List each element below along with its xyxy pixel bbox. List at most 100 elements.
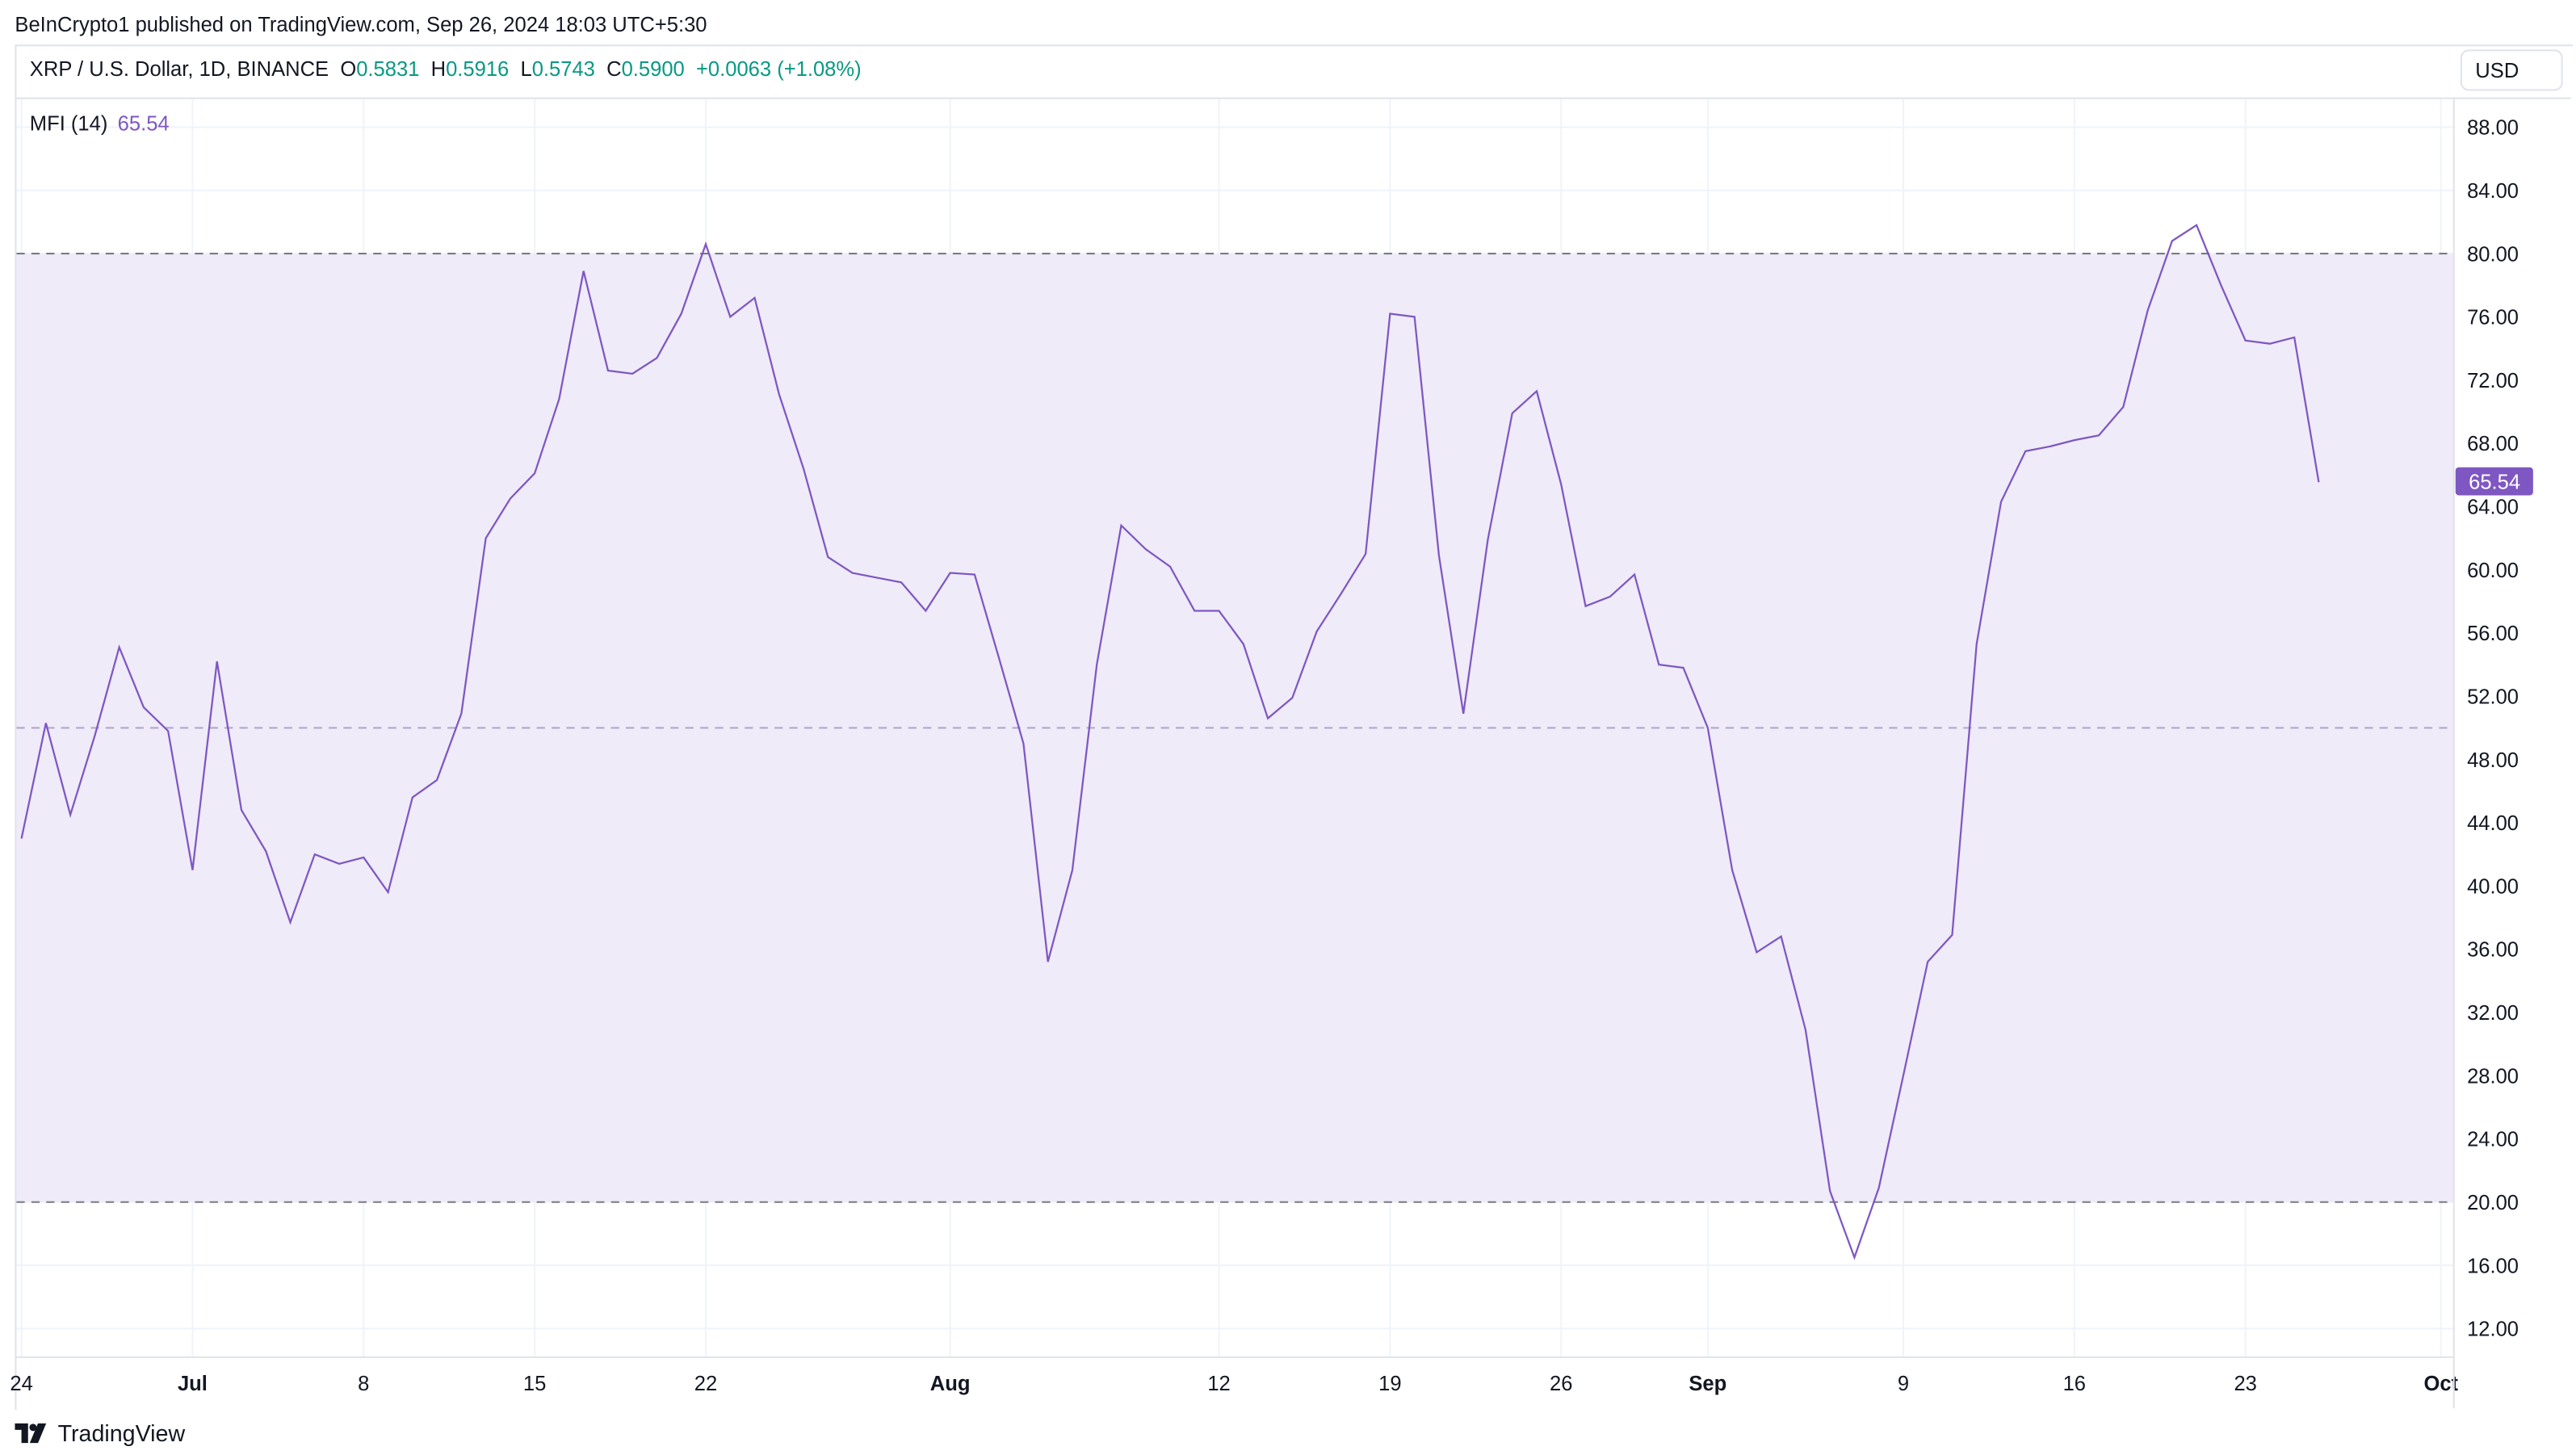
high-label: H — [430, 57, 447, 82]
mfi-point — [2244, 339, 2247, 342]
y-tick-label: 88.00 — [2467, 117, 2519, 140]
mfi-point — [1144, 547, 1147, 551]
x-tick-label: 12 — [1207, 1373, 1230, 1395]
mfi-point — [1462, 712, 1465, 715]
mfi-point — [1877, 1186, 1881, 1189]
y-tick-label: 16.00 — [2467, 1255, 2519, 1277]
mfi-point — [2293, 336, 2296, 339]
mfi-point — [2121, 405, 2125, 409]
mfi-point — [753, 296, 756, 300]
mfi-point — [924, 609, 927, 612]
mfi-point — [411, 796, 414, 799]
mfi-point — [2317, 480, 2320, 484]
mfi-point — [1657, 663, 1660, 666]
symbol-title[interactable]: XRP / U.S. Dollar, 1D, BINANCE — [29, 57, 329, 82]
mfi-point — [288, 920, 292, 924]
mfi-point — [2268, 342, 2272, 346]
mfi-point — [1731, 869, 1734, 872]
mfi-point — [240, 808, 243, 811]
tradingview-logo-icon — [15, 1423, 47, 1444]
currency-button[interactable]: USD — [2460, 49, 2563, 91]
axis-ticks: 88.00 84.00 80.00 76.00 72.00 68.00 64.00 60.00… — [10, 117, 2519, 1395]
brand-name: TradingView — [57, 1419, 186, 1447]
mfi-series-line — [20, 224, 2320, 1260]
y-tick-label: 40.00 — [2467, 875, 2519, 898]
change-value: +0.0063 (+1.08%) — [695, 57, 862, 82]
mfi-point — [1047, 960, 1050, 963]
y-tick-label: 48.00 — [2467, 749, 2519, 772]
mfi-point — [313, 853, 317, 856]
mfi-point — [1193, 609, 1196, 612]
mfi-point — [1290, 696, 1294, 699]
mfi-point — [338, 862, 341, 866]
mfi-point — [1559, 483, 1563, 486]
mfi-point — [631, 372, 634, 375]
mfi-point — [118, 646, 121, 649]
mfi-point — [20, 837, 23, 840]
indicator-value: 65.54 — [117, 112, 170, 136]
mfi-point — [1486, 538, 1489, 541]
y-tick-label: 44.00 — [2467, 812, 2519, 835]
y-tick-label: 68.00 — [2467, 433, 2519, 455]
mfi-point — [485, 536, 488, 539]
publish-info: BeInCrypto1 published on TradingView.com… — [15, 13, 707, 36]
mfi-point — [44, 721, 48, 724]
mfi-point — [851, 572, 854, 575]
open-label: O — [340, 57, 357, 82]
y-tick-label: 76.00 — [2467, 307, 2519, 329]
y-tick-label: 20.00 — [2467, 1192, 2519, 1214]
mfi-point — [93, 734, 96, 737]
low-label: L — [520, 57, 532, 82]
mfi-point — [1706, 726, 1710, 729]
symbol-legend: XRP / U.S. Dollar, 1D, BINANCE O0.5831 H… — [30, 58, 862, 82]
x-tick-label: Aug — [930, 1373, 971, 1395]
x-tick-label: 16 — [2063, 1373, 2086, 1395]
tradingview-logo[interactable]: TradingView — [15, 1419, 186, 1447]
mfi-point — [582, 270, 585, 273]
mfi-point — [1828, 1189, 1831, 1193]
x-tick-label: 26 — [1550, 1373, 1572, 1395]
indicator-legend[interactable]: MFI (14) 65.54 — [30, 112, 170, 136]
mfi-point — [2146, 309, 2150, 312]
mfi-point — [1242, 643, 1245, 646]
mfi-point — [1071, 869, 1074, 872]
mfi-point — [802, 467, 805, 470]
close-label: C — [606, 57, 622, 82]
mfi-point — [1315, 630, 1319, 633]
y-tick-label: 72.00 — [2467, 370, 2519, 392]
mfi-point — [142, 706, 145, 709]
mfi-point — [1950, 933, 1953, 937]
y-tick-label: 84.00 — [2467, 180, 2519, 203]
y-tick-label: 64.00 — [2467, 497, 2519, 519]
last-value-badge — [2455, 467, 2533, 496]
mfi-point — [2171, 239, 2174, 242]
mfi-point — [1119, 524, 1122, 527]
x-tick-label: 24 — [10, 1373, 32, 1395]
mfi-point — [1975, 643, 1978, 646]
mfi-point — [2097, 434, 2100, 437]
mfi-point — [2195, 224, 2198, 227]
mfi-point — [1902, 1074, 1905, 1077]
mfi-point — [166, 729, 170, 732]
mfi-point — [1633, 572, 1636, 576]
y-tick-label: 12.00 — [2467, 1319, 2519, 1341]
mfi-point — [1437, 554, 1441, 557]
mfi-point — [973, 572, 976, 576]
high-value: 0.5916 — [446, 57, 510, 82]
y-tick-label: 52.00 — [2467, 686, 2519, 708]
mfi-point — [1926, 960, 1929, 963]
y-tick-label: 28.00 — [2467, 1065, 2519, 1088]
mfi-point — [1682, 666, 1685, 669]
mfi-point — [533, 472, 536, 475]
mfi-point — [728, 315, 732, 318]
y-tick-label: 60.00 — [2467, 560, 2519, 582]
mfi-point — [387, 891, 390, 894]
indicator-name: MFI (14) — [29, 112, 108, 136]
mfi-point — [2073, 438, 2076, 442]
mfi-point — [1852, 1256, 1856, 1259]
mfi-point — [1511, 412, 1514, 415]
mfi-point — [1999, 500, 2003, 503]
mfi-point — [778, 392, 781, 396]
mfi-point — [69, 813, 72, 816]
